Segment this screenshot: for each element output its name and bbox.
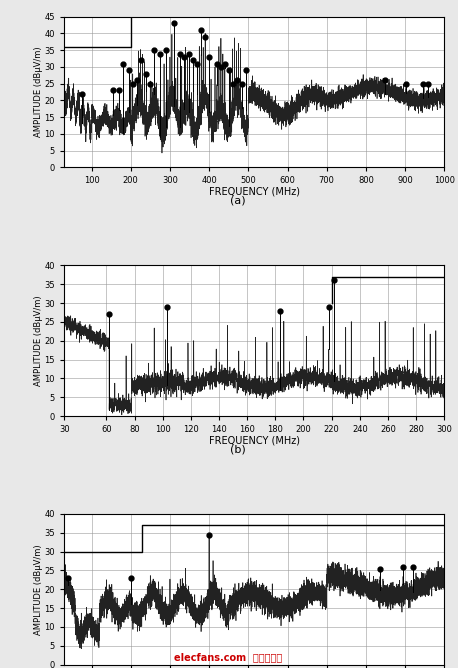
X-axis label: FREQUENCY (MHz): FREQUENCY (MHz) xyxy=(209,436,300,446)
Text: (a): (a) xyxy=(230,196,246,206)
X-axis label: FREQUENCY (MHz): FREQUENCY (MHz) xyxy=(209,187,300,197)
Y-axis label: AMPLITUDE (dBµV/m): AMPLITUDE (dBµV/m) xyxy=(34,295,43,386)
Text: (b): (b) xyxy=(230,444,246,454)
Text: elecfans.com  电子发烧友: elecfans.com 电子发烧友 xyxy=(174,653,282,663)
Y-axis label: AMPLITUDE (dBµV/m): AMPLITUDE (dBµV/m) xyxy=(34,47,43,138)
Y-axis label: AMPLITUDE (dBµV/m): AMPLITUDE (dBµV/m) xyxy=(34,544,43,635)
